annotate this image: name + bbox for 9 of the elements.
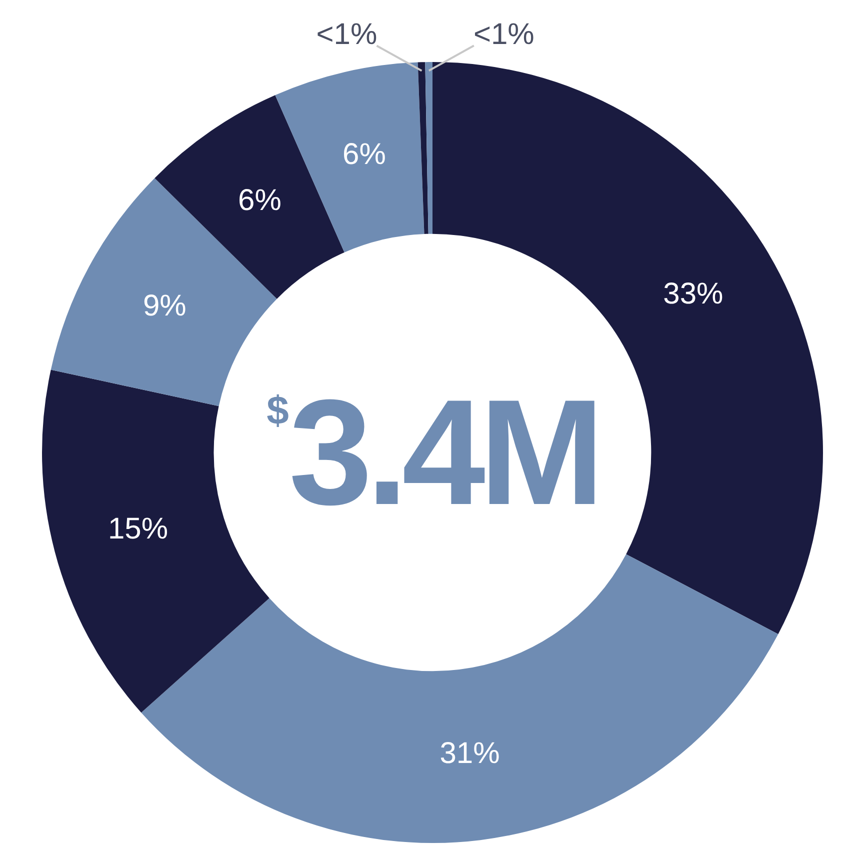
- data-label: 6%: [238, 184, 282, 217]
- text: $3.4M: [266, 367, 598, 538]
- data-label: 6%: [342, 138, 386, 171]
- data-label: <1%: [316, 18, 378, 52]
- data-label: 31%: [440, 737, 500, 770]
- data-label: 9%: [142, 290, 186, 323]
- data-label: 33%: [663, 277, 724, 310]
- data-label: 15%: [108, 512, 168, 546]
- data-label: <1%: [473, 18, 534, 51]
